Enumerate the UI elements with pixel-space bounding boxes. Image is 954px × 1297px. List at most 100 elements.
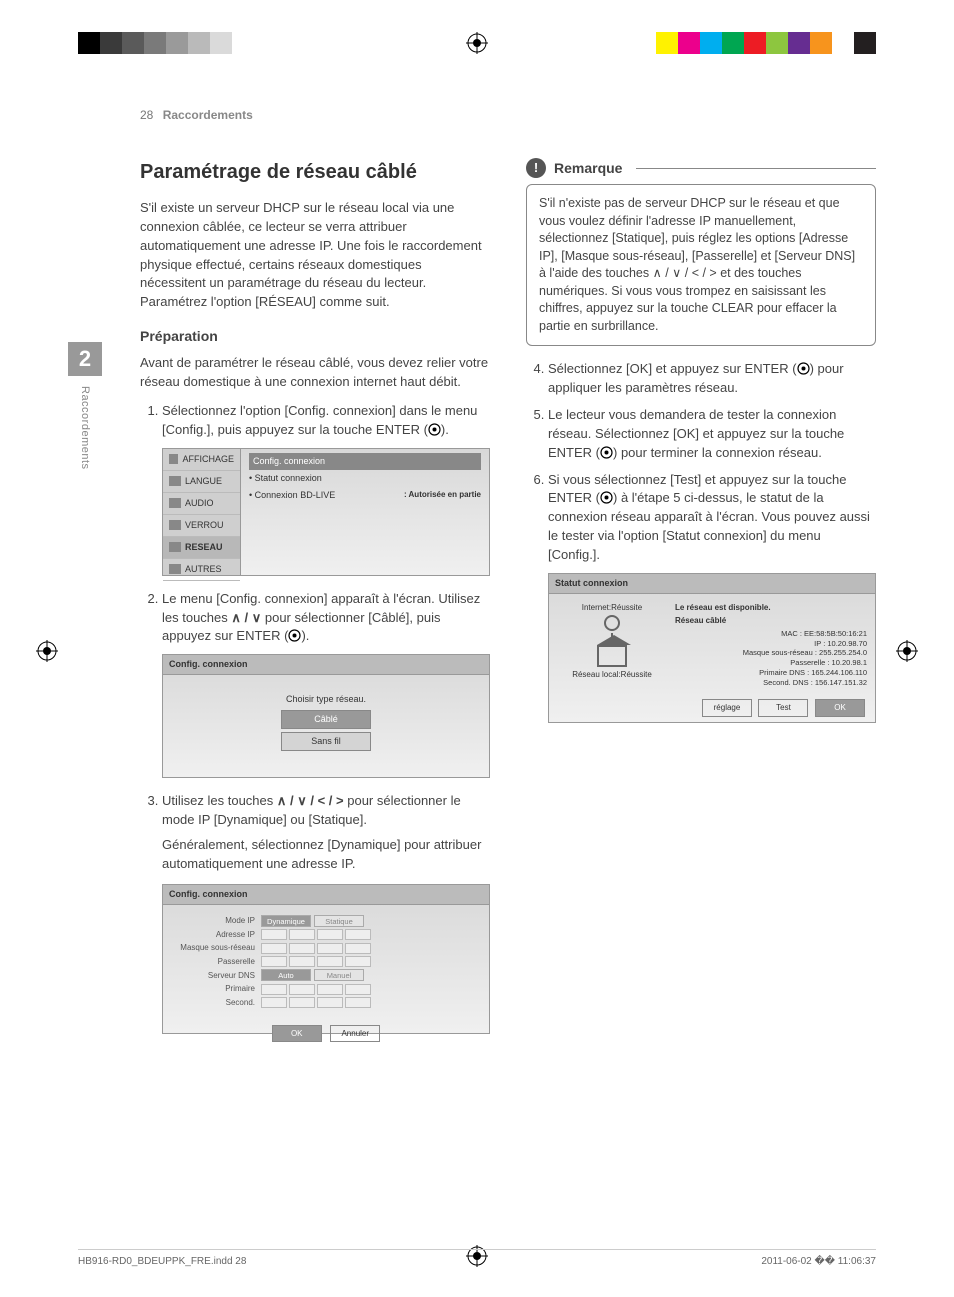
note-title: Remarque — [554, 158, 622, 178]
chapter-number: 2 — [68, 342, 102, 376]
shot3-row: Masque sous-réseau — [175, 942, 477, 954]
shot4-internet-label: Internet:Réussite — [557, 602, 667, 614]
shot3-grid: Mode IPDynamiqueStatiqueAdresse IPMasque… — [163, 905, 489, 1019]
color-swatch — [678, 32, 700, 54]
globe-icon — [604, 615, 620, 631]
shot4-ip: IP : 10.20.98.70 — [675, 639, 867, 649]
enter-icon — [428, 423, 441, 436]
shot1-pane: Config. connexion • Statut connexion • C… — [241, 449, 489, 575]
shot2-option-wired: Câblé — [281, 710, 371, 729]
shot3-row: Mode IPDynamiqueStatique — [175, 915, 477, 927]
shot4-lan-label: Réseau local:Réussite — [557, 669, 667, 681]
arrow-keys-icon: ∧ / ∨ — [231, 610, 261, 625]
shot4-gw: Passerelle : 10.20.98.1 — [675, 658, 867, 668]
color-swatch — [78, 32, 100, 54]
page-number: 28 — [140, 108, 153, 122]
shot4-dns2: Second. DNS : 156.147.151.32 — [675, 678, 867, 688]
color-swatch — [210, 32, 232, 54]
screenshot-network-type: Config. connexion Choisir type réseau. C… — [162, 654, 490, 778]
screenshot-ip-config: Config. connexion Mode IPDynamiqueStatiq… — [162, 884, 490, 1034]
color-swatch — [766, 32, 788, 54]
color-swatch — [232, 32, 254, 54]
shot4-dns1: Primaire DNS : 165.244.106.110 — [675, 668, 867, 678]
shot2-label: Choisir type réseau. — [163, 693, 489, 706]
steps-list-left: Sélectionnez l'option [Config. connexion… — [140, 402, 490, 1034]
shot2-title: Config. connexion — [163, 655, 489, 675]
shot3-row: Passerelle — [175, 956, 477, 968]
footer-timestamp: 2011-06-02 �� 11:06:37 — [761, 1256, 876, 1267]
color-swatch — [832, 32, 854, 54]
enter-icon — [600, 446, 613, 459]
color-swatch — [722, 32, 744, 54]
footer-file: HB916-RD0_BDEUPPK_FRE.indd 28 — [78, 1256, 246, 1267]
shot1-menu-item: LANGUE — [163, 471, 240, 493]
side-tab: 2 Raccordements — [68, 342, 102, 470]
step-2: Le menu [Config. connexion] apparaît à l… — [162, 590, 490, 779]
page-footer: HB916-RD0_BDEUPPK_FRE.indd 28 2011-06-02… — [78, 1249, 876, 1267]
note-body: S'il n'existe pas de serveur DHCP sur le… — [526, 184, 876, 346]
shot1-menu-item: AUDIO — [163, 493, 240, 515]
shot4-mask: Masque sous-réseau : 255.255.254.0 — [675, 648, 867, 658]
left-column: Paramétrage de réseau câblé S'il existe … — [140, 158, 490, 1048]
shot1-menu-item: AUTRES — [163, 559, 240, 581]
color-swatch — [100, 32, 122, 54]
shot3-ok: OK — [272, 1025, 322, 1043]
enter-icon — [600, 491, 613, 504]
color-swatch — [854, 32, 876, 54]
screenshot-connection-status: Statut connexion Internet:Réussite Résea… — [548, 573, 876, 723]
shot4-title: Statut connexion — [549, 574, 875, 594]
step-5: Le lecteur vous demandera de tester la c… — [548, 406, 876, 463]
step-4: Sélectionnez [OK] et appuyez sur ENTER (… — [548, 360, 876, 398]
shot1-selected-row: Config. connexion — [249, 453, 481, 470]
color-swatch — [166, 32, 188, 54]
step-6: Si vous sélectionnez [Test] et appuyez s… — [548, 471, 876, 723]
preparation-text: Avant de paramétrer le réseau câblé, vou… — [140, 354, 490, 392]
registration-mark-right — [896, 640, 918, 662]
right-column: ! Remarque S'il n'existe pas de serveur … — [526, 158, 876, 1048]
screenshot-config-menu: AFFICHAGELANGUEAUDIOVERROURESEAUAUTRES C… — [162, 448, 490, 576]
shot4-nettype: Réseau câblé — [675, 615, 867, 627]
note-block: ! Remarque S'il n'existe pas de serveur … — [526, 158, 876, 346]
shot4-settings-btn: réglage — [702, 699, 752, 717]
house-icon — [597, 645, 627, 667]
color-swatch — [144, 32, 166, 54]
shot4-ok-btn: OK — [815, 699, 865, 717]
step-3: Utilisez les touches ∧ / ∨ / < / > pour … — [162, 792, 490, 1033]
shot3-row: Second. — [175, 997, 477, 1009]
shot3-row: Serveur DNSAutoManuel — [175, 969, 477, 981]
note-rule — [636, 168, 876, 169]
shot1-menu-item: RESEAU — [163, 537, 240, 559]
sub-heading: Préparation — [140, 326, 490, 346]
shot3-row: Primaire — [175, 983, 477, 995]
shot2-option-wireless: Sans fil — [281, 732, 371, 751]
shot1-row: • Statut connexion — [249, 470, 481, 487]
shot4-test-btn: Test — [758, 699, 808, 717]
running-header: 28 Raccordements — [140, 108, 253, 122]
shot1-menu-item: VERROU — [163, 515, 240, 537]
shot4-avail: Le réseau est disponible. — [675, 602, 867, 614]
enter-icon — [797, 362, 810, 375]
color-swatch — [700, 32, 722, 54]
color-swatch — [788, 32, 810, 54]
section-title: Raccordements — [163, 108, 253, 122]
printer-bar-right — [656, 32, 876, 54]
intro-paragraph: S'il existe un serveur DHCP sur le résea… — [140, 199, 490, 312]
printer-bar-left — [78, 32, 254, 54]
arrow-keys-icon: ∧ / ∨ / < / > — [277, 793, 344, 808]
steps-list-right: Sélectionnez [OK] et appuyez sur ENTER (… — [526, 360, 876, 722]
shot3-cancel: Annuler — [330, 1025, 380, 1043]
registration-mark-left — [36, 640, 58, 662]
shot1-sidebar: AFFICHAGELANGUEAUDIOVERROURESEAUAUTRES — [163, 449, 241, 575]
shot4-mac: MAC : EE:58:5B:50:16:21 — [675, 629, 867, 639]
main-heading: Paramétrage de réseau câblé — [140, 158, 490, 187]
color-swatch — [656, 32, 678, 54]
enter-icon — [288, 629, 301, 642]
registration-mark-top — [466, 32, 488, 54]
step-1: Sélectionnez l'option [Config. connexion… — [162, 402, 490, 576]
note-icon: ! — [526, 158, 546, 178]
color-swatch — [188, 32, 210, 54]
color-swatch — [810, 32, 832, 54]
shot1-menu-item: AFFICHAGE — [163, 449, 240, 471]
shot3-title: Config. connexion — [163, 885, 489, 905]
step-3-sub: Généralement, sélectionnez [Dynamique] p… — [162, 836, 490, 874]
